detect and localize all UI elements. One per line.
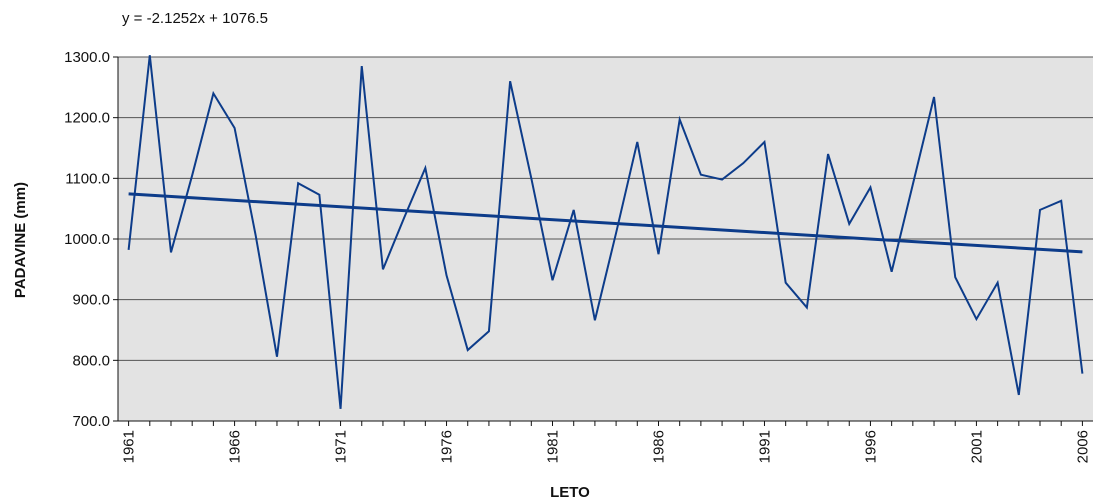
- y-tick-label: 1300.0: [64, 49, 110, 66]
- y-tick-label: 1000.0: [64, 231, 110, 248]
- trend-line: [128, 192, 1083, 254]
- data-line: [127, 55, 1084, 409]
- x-tick-label: 2001: [968, 430, 985, 463]
- x-tick-label: 1961: [121, 430, 138, 463]
- x-tick-label: 1981: [545, 430, 562, 463]
- x-tick-label: 1991: [756, 430, 773, 463]
- y-axis-label: PADAVINE (mm): [12, 182, 29, 298]
- x-tick-label: 1971: [333, 430, 350, 463]
- trend-equation: y = -2.1252x + 1076.5: [122, 10, 268, 27]
- x-tick-label: 1986: [650, 430, 667, 463]
- y-tick-label: 800.0: [72, 352, 110, 369]
- x-tick-label: 1966: [227, 430, 244, 463]
- y-tick-label: 900.0: [72, 292, 110, 309]
- y-tick-label: 1100.0: [65, 170, 110, 187]
- x-tick-label: 1996: [862, 430, 879, 463]
- x-axis-label: LETO: [550, 484, 590, 501]
- x-tick-label: 2006: [1074, 430, 1091, 463]
- y-tick-label: 700.0: [72, 413, 110, 430]
- y-tick-label: 1200.0: [64, 110, 110, 127]
- x-tick-label: 1976: [439, 430, 456, 463]
